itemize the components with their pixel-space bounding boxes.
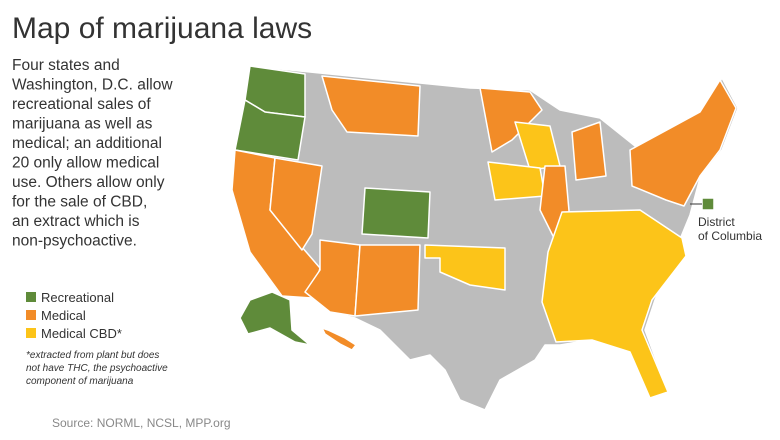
footnote: *extracted from plant but does not have T… bbox=[26, 350, 168, 387]
description-line: for the sale of CBD, bbox=[12, 194, 147, 211]
description-line: recreational sales of bbox=[12, 96, 151, 113]
description-line: medical; an additional bbox=[12, 135, 162, 152]
description-line: non-psychoactive. bbox=[12, 233, 137, 250]
state-minnesota bbox=[479, 87, 543, 153]
dc-marker bbox=[701, 197, 715, 211]
state-alaska bbox=[239, 291, 311, 346]
footnote-line: not have THC, the psychoactive bbox=[26, 363, 168, 374]
state-oregon bbox=[234, 99, 306, 161]
legend-swatch bbox=[26, 328, 36, 338]
legend-label: Medical bbox=[41, 308, 86, 323]
state-colorado bbox=[361, 187, 431, 239]
state-iowa bbox=[487, 161, 546, 201]
legend: Recreational Medical Medical CBD* bbox=[26, 290, 122, 341]
dc-label-line: of Columbia bbox=[698, 229, 762, 243]
description-line: use. Others allow only bbox=[12, 174, 165, 191]
state-southeast bbox=[541, 209, 687, 399]
description: Four states and Washington, D.C. allow rec… bbox=[12, 57, 173, 250]
title: Map of marijuana laws bbox=[12, 12, 312, 45]
state-oklahoma bbox=[424, 244, 506, 291]
state-hawaii bbox=[321, 327, 357, 351]
dc-label-line: District bbox=[698, 215, 735, 229]
state-montana bbox=[321, 75, 421, 137]
source: Source: NORML, NCSL, MPP.org bbox=[52, 416, 231, 430]
description-line: Washington, D.C. allow bbox=[12, 77, 173, 94]
description-line: an extract which is bbox=[12, 213, 140, 230]
description-line: marijuana as well as bbox=[12, 116, 153, 133]
legend-label: Medical CBD* bbox=[41, 326, 122, 341]
legend-swatch bbox=[26, 310, 36, 320]
state-nevada bbox=[269, 157, 323, 251]
footnote-line: component of marijuana bbox=[26, 376, 134, 387]
state-new-mexico bbox=[354, 244, 421, 317]
description-line: Four states and bbox=[12, 57, 120, 74]
footnote-line: *extracted from plant but does bbox=[26, 350, 159, 361]
us-map bbox=[231, 65, 739, 411]
state-michigan bbox=[571, 121, 607, 181]
description-line: 20 only allow medical bbox=[12, 155, 159, 172]
state-northeast bbox=[629, 79, 737, 207]
legend-swatch bbox=[26, 292, 36, 302]
legend-label: Recreational bbox=[41, 290, 114, 305]
